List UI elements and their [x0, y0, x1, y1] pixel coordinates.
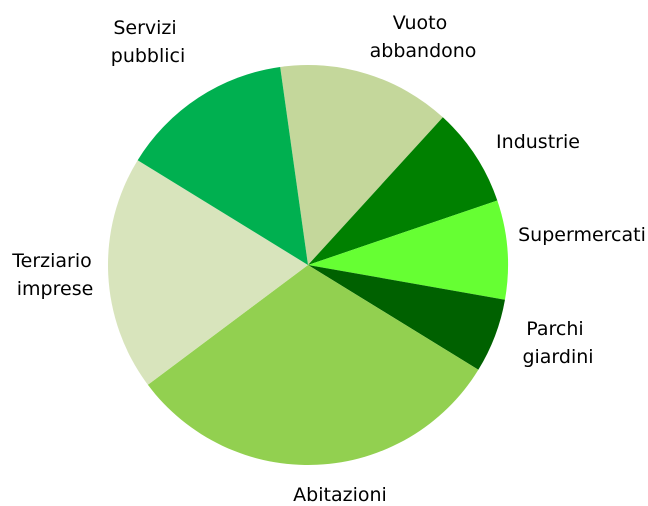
pie-slice: [308, 265, 505, 370]
pie-slice: [108, 160, 308, 385]
slice-label: Vuoto abbandono: [364, 12, 477, 62]
pie-slice: [308, 200, 508, 300]
slice-label: Industrie: [496, 131, 580, 153]
pie-slice: [147, 265, 479, 466]
pie-slice: [280, 65, 443, 266]
pie-slice: [308, 117, 498, 265]
pie-slice: [137, 66, 308, 266]
slice-label: Abitazioni: [293, 484, 387, 506]
slice-label: Terziario imprese: [11, 250, 94, 300]
slice-label: Servizi pubblici: [105, 17, 186, 67]
slice-label: Parchi giardini: [516, 318, 593, 368]
slice-label: Supermercati: [518, 224, 646, 246]
